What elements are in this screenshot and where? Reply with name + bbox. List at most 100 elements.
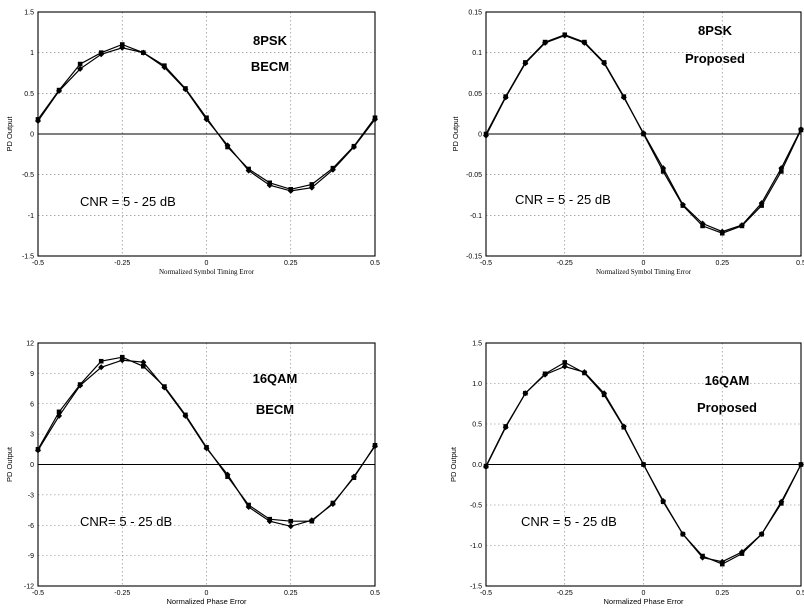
panel-3-series-2-point [77,382,84,389]
panel-3-y-tick-label: 12 [26,341,34,348]
panel-4-series-2-point [660,497,667,504]
panel-1-y-tick-label: -0.5 [22,172,34,179]
panel-2-annotation-2: Proposed [685,51,745,66]
panel-3-series-2-point [350,473,357,480]
panel-3-y-tick-label: 6 [30,401,34,408]
panel-2-annotation-1: 8PSK [698,23,733,38]
panel-2-series-2-point [719,228,726,235]
panel-2-series-2-point [699,220,706,227]
panel-3-cnr-label: CNR= 5 - 25 dB [80,514,172,529]
panel-4-series-2-point [601,390,608,397]
panel-2-series-2-point [640,130,647,137]
panel-2-series-2-point [778,165,785,172]
panel-3-plot-frame [37,342,376,587]
panel-3-series-2-point [203,445,210,452]
panel-1-annotation-1: 8PSK [253,33,288,48]
panel-2-series-2-point [483,132,489,139]
panel-3-y-tick-label: 0 [30,462,34,469]
panel-4-x-axis-title: Normalized Phase Error [603,597,684,606]
panel-1-y-tick-label: 0.5 [24,91,34,98]
panel-2-series-1-point [779,169,784,174]
panel-1-x-tick-label: 0 [205,260,209,267]
panel-2-y-tick-label: 0.1 [472,50,482,57]
panel-1-series-2-point [161,64,168,71]
panel-1-annotation-2: BECM [251,59,289,74]
panel-4-series-2-point [483,463,489,470]
panel-1-y-tick-label: -1.5 [22,254,34,261]
panel-4-x-tick-label: 0 [642,590,646,597]
panel-3-series-1-point [98,358,104,364]
panel-2-series-2-point [620,94,627,101]
panel-1-series-2-point [35,117,41,124]
panel-4-series-2-point [502,424,509,431]
panel-2-series-2-point [798,126,804,133]
panel-3-series-2-point [287,523,294,530]
panel-1-cnr-label: CNR = 5 - 25 dB [80,194,176,209]
panel-1-x-tick-label: 0.5 [370,260,380,267]
panel-3-series-2-point [308,517,315,524]
panel-1-x-tick-label: -0.25 [114,260,130,267]
panel-1-series-2-point [308,184,315,191]
panel-4-series-2-point [699,554,706,561]
panel-3-series-2-point [372,443,378,450]
panel-1-series-2-point [350,144,357,151]
panel-3-annotation-1: 16QAM [253,371,298,386]
panel-3-x-axis-title: Normalized Phase Error [166,597,247,606]
panel-3-y-tick-label: -6 [28,523,34,530]
panel-1-series-2-point [372,116,378,123]
panel-2-series-2-point [502,94,509,101]
panel-2-series-2-point [601,60,608,67]
panel-2-series-1-point [660,169,666,174]
panel-4-x-tick-label: 0.5 [796,590,804,597]
panel-2-series-2-point [679,201,686,208]
panel-4-cnr-label: CNR = 5 - 25 dB [521,514,617,529]
panel-3-series-2-point [245,504,252,511]
panel-3-x-tick-label: 0.5 [370,590,380,597]
panel-2-x-tick-label: 0.25 [715,260,729,267]
panel-3-series-2-point [119,357,126,364]
panel-3-y-axis-title: PD Output [5,446,14,482]
panel-2-y-tick-label: 0 [478,132,482,139]
panel-4-series-2-point [581,369,588,376]
panel-1-series-2-point [245,167,252,174]
panel-4-y-tick-label: 1.0 [472,381,482,388]
panel-3-series-2-point [182,412,189,419]
panel-1-series-1-point [119,42,125,47]
panel-4-series-2-point [640,461,647,468]
panel-4-y-tick-label: -0.5 [470,503,482,510]
panel-3-series-1-point [288,518,294,524]
panel-4-y-tick-label: 1.5 [472,341,482,348]
panel-2-y-tick-label: -0.15 [466,254,482,261]
panel-1-x-tick-label: 0.25 [284,260,298,267]
panel-2-series-2-point [738,222,745,229]
panel-2-x-tick-label: 0.5 [796,260,804,267]
panel-4-x-tick-label: -0.5 [480,590,492,597]
panel-4-y-tick-label: -1.5 [470,584,482,591]
panel-2-series-2-point [660,165,667,172]
panel-1-series-2-point [224,142,231,149]
panel-2-y-tick-label: -0.1 [470,213,482,220]
panel-3-series-2-point [329,500,336,507]
panel-4-series-2-point [620,423,627,430]
panel-3-series-2-point [140,359,147,366]
panel-4-y-tick-label: 0.5 [472,422,482,429]
panel-1-y-axis-title: PD Output [5,116,14,152]
panel-4-annotation-1: 16QAM [705,373,750,388]
panel-3-x-tick-label: 0 [205,590,209,597]
panel-3-annotation-2: BECM [256,402,294,417]
panel-4-y-tick-label: 0.0 [472,462,482,469]
panel-2-series-2-point [561,32,568,39]
panel-3-y-tick-label: -9 [28,553,34,560]
panel-3-x-tick-label: 0.25 [284,590,298,597]
panel-2-series-2-point [581,39,588,46]
panel-3-series-2-point [161,384,168,391]
panel-1-x-axis-title: Normalized Symbol Timing Error [159,268,255,276]
panel-1-y-tick-label: -1 [28,213,34,220]
panel-4-annotation-2: Proposed [697,400,757,415]
panel-1-y-tick-label: 1 [30,50,34,57]
panel-2-x-tick-label: -0.5 [480,260,492,267]
panel-3-series-2-point [98,364,105,371]
panel-4-series-2-point [758,531,765,538]
panel-2-y-tick-label: 0.05 [468,91,482,98]
panel-2-y-tick-label: 0.15 [468,10,482,17]
